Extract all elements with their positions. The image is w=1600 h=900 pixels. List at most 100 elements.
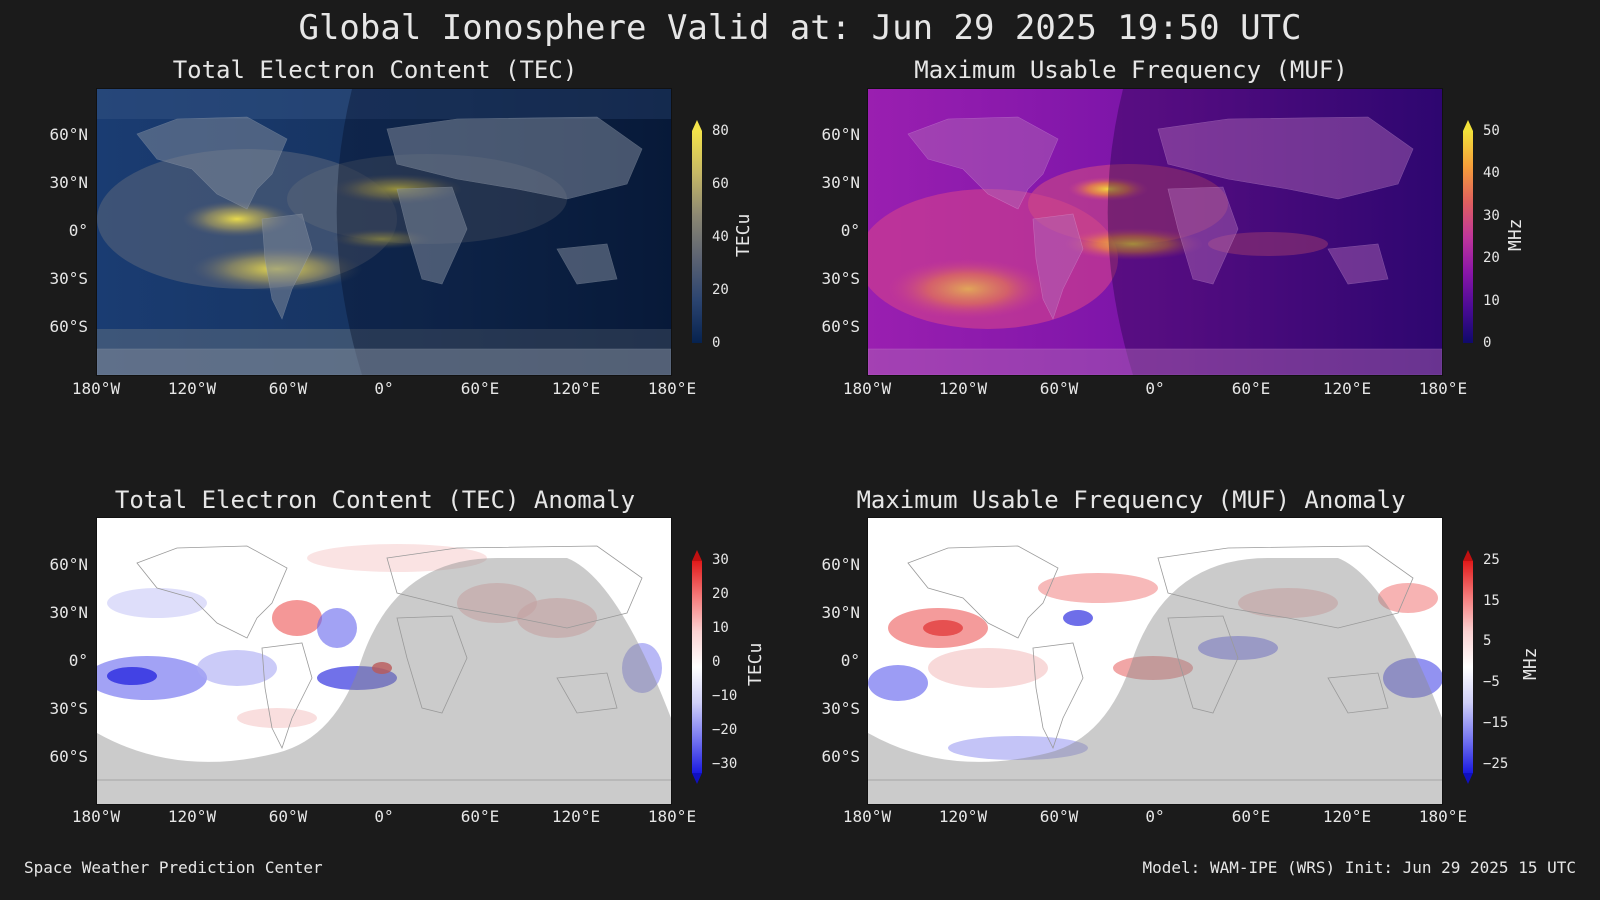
- muf-lon-180e: 180°E: [1418, 379, 1468, 398]
- tec-cbar-tick-20: 20: [712, 282, 729, 298]
- muf-cbar-tick-50: 50: [1483, 123, 1500, 139]
- tec-anomaly-lon-120e: 120°E: [551, 807, 601, 826]
- muf-cbar-tick-10: 10: [1483, 293, 1500, 309]
- muf-lon-0: 0°: [1145, 379, 1165, 398]
- muf-anomaly-lon-180e: 180°E: [1418, 807, 1468, 826]
- tec-lon-60w: 60°W: [268, 379, 308, 398]
- muf-anomaly-panel-title: Maximum Usable Frequency (MUF) Anomaly: [856, 486, 1406, 514]
- muf-colorbar: [1463, 120, 1473, 343]
- tec-anomaly-panel-title: Total Electron Content (TEC) Anomaly: [114, 486, 636, 514]
- muf-cbar-tick-40: 40: [1483, 165, 1500, 181]
- tec-anomaly-lon-180w: 180°W: [71, 807, 121, 826]
- muf-anomaly-colorbar: [1463, 550, 1473, 784]
- tec-lat-30s: 30°S: [49, 269, 88, 288]
- tec-anomaly-lat-0: 0°: [68, 651, 88, 670]
- tec-cbar-tick-60: 60: [712, 176, 729, 192]
- tec-anomaly-cbar-tick-neg20: −20: [712, 722, 738, 738]
- muf-anomaly-cbar-tick-5: 5: [1483, 633, 1492, 649]
- muf-lat-60n: 60°N: [821, 125, 860, 144]
- tec-lat-60n: 60°N: [49, 125, 88, 144]
- tec-anomaly-lon-120w: 120°W: [167, 807, 217, 826]
- main-title: Global Ionosphere Valid at: Jun 29 2025 …: [298, 8, 1302, 48]
- muf-anomaly-lat-30n: 30°N: [821, 603, 860, 622]
- tec-lat-0: 0°: [68, 221, 88, 240]
- muf-lon-120w: 120°W: [938, 379, 988, 398]
- tec-anomaly-lon-60e: 60°E: [460, 807, 500, 826]
- tec-lon-180e: 180°E: [647, 379, 697, 398]
- muf-colorbar-max-arrow: [1463, 120, 1473, 131]
- tec-anomaly-lat-30n: 30°N: [49, 603, 88, 622]
- muf-anomaly-colorbar-max-arrow: [1463, 550, 1473, 561]
- muf-anomaly-cbar-tick-neg5: −5: [1483, 674, 1500, 690]
- tec-anomaly-lon-180e: 180°E: [647, 807, 697, 826]
- muf-cbar-tick-20: 20: [1483, 250, 1500, 266]
- tec-colorbar-max-arrow: [692, 120, 702, 131]
- muf-anomaly-lon-0: 0°: [1145, 807, 1165, 826]
- tec-anomaly-lon-0: 0°: [374, 807, 394, 826]
- tec-lon-60e: 60°E: [460, 379, 500, 398]
- muf-map: [867, 88, 1443, 376]
- muf-lon-180w: 180°W: [842, 379, 892, 398]
- muf-anomaly-lon-120w: 120°W: [938, 807, 988, 826]
- muf-anomaly-cbar-tick-neg25: −25: [1483, 756, 1509, 772]
- muf-anomaly-cbar-label: MHz: [1520, 647, 1541, 680]
- muf-anomaly-lon-180w: 180°W: [842, 807, 892, 826]
- muf-panel-title: Maximum Usable Frequency (MUF): [914, 56, 1348, 84]
- tec-lon-180w: 180°W: [71, 379, 121, 398]
- muf-anomaly-colorbar-min-arrow: [1463, 773, 1473, 784]
- tec-anomaly-lon-60w: 60°W: [268, 807, 308, 826]
- tec-cbar-tick-40: 40: [712, 229, 729, 245]
- muf-anomaly-lon-120e: 120°E: [1322, 807, 1372, 826]
- muf-lat-30s: 30°S: [821, 269, 860, 288]
- footer-model-info: Model: WAM-IPE (WRS) Init: Jun 29 2025 1…: [1142, 858, 1576, 877]
- tec-anomaly-colorbar-max-arrow: [692, 550, 702, 561]
- tec-anomaly-cbar-tick-20: 20: [712, 586, 729, 602]
- muf-anomaly-cbar-tick-neg15: −15: [1483, 715, 1509, 731]
- tec-anomaly-cbar-tick-neg10: −10: [712, 688, 738, 704]
- tec-anomaly-cbar-tick-10: 10: [712, 620, 729, 636]
- tec-anomaly-cbar-tick-0: 0: [712, 654, 721, 670]
- tec-anomaly-colorbar: [692, 550, 702, 784]
- muf-anomaly-lon-60w: 60°W: [1039, 807, 1079, 826]
- muf-lat-60s: 60°S: [821, 317, 860, 336]
- tec-colorbar: [692, 120, 702, 343]
- tec-lon-0: 0°: [374, 379, 394, 398]
- tec-anomaly-lat-60s: 60°S: [49, 747, 88, 766]
- tec-cbar-tick-80: 80: [712, 123, 729, 139]
- tec-map-graphic: [97, 89, 671, 375]
- tec-lon-120w: 120°W: [167, 379, 217, 398]
- muf-lon-60e: 60°E: [1231, 379, 1271, 398]
- muf-anomaly-cbar-tick-15: 15: [1483, 593, 1500, 609]
- tec-anomaly-map-graphic: [97, 518, 671, 804]
- tec-lat-60s: 60°S: [49, 317, 88, 336]
- tec-cbar-label: TECu: [733, 213, 754, 257]
- tec-cbar-tick-0: 0: [712, 335, 721, 351]
- muf-lon-120e: 120°E: [1322, 379, 1372, 398]
- tec-lon-120e: 120°E: [551, 379, 601, 398]
- muf-anomaly-lat-60n: 60°N: [821, 555, 860, 574]
- muf-lon-60w: 60°W: [1039, 379, 1079, 398]
- muf-lat-30n: 30°N: [821, 173, 860, 192]
- tec-panel-title: Total Electron Content (TEC): [172, 56, 578, 84]
- muf-anomaly-cbar-tick-25: 25: [1483, 552, 1500, 568]
- tec-anomaly-lat-30s: 30°S: [49, 699, 88, 718]
- tec-anomaly-cbar-tick-neg30: −30: [712, 756, 738, 772]
- tec-anomaly-lat-60n: 60°N: [49, 555, 88, 574]
- muf-cbar-tick-0: 0: [1483, 335, 1492, 351]
- tec-map: [96, 88, 672, 376]
- tec-anomaly-colorbar-min-arrow: [692, 773, 702, 784]
- tec-lat-30n: 30°N: [49, 173, 88, 192]
- tec-anomaly-cbar-label: TECu: [745, 642, 766, 686]
- muf-map-graphic: [868, 89, 1442, 375]
- muf-lat-0: 0°: [840, 221, 860, 240]
- muf-anomaly-lon-60e: 60°E: [1231, 807, 1271, 826]
- muf-cbar-tick-30: 30: [1483, 208, 1500, 224]
- footer-credit: Space Weather Prediction Center: [24, 858, 323, 877]
- muf-anomaly-map: [867, 517, 1443, 805]
- muf-anomaly-lat-30s: 30°S: [821, 699, 860, 718]
- tec-anomaly-cbar-tick-30: 30: [712, 552, 729, 568]
- muf-anomaly-map-graphic: [868, 518, 1442, 804]
- muf-cbar-label: MHz: [1505, 218, 1526, 251]
- muf-anomaly-lat-60s: 60°S: [821, 747, 860, 766]
- muf-anomaly-lat-0: 0°: [840, 651, 860, 670]
